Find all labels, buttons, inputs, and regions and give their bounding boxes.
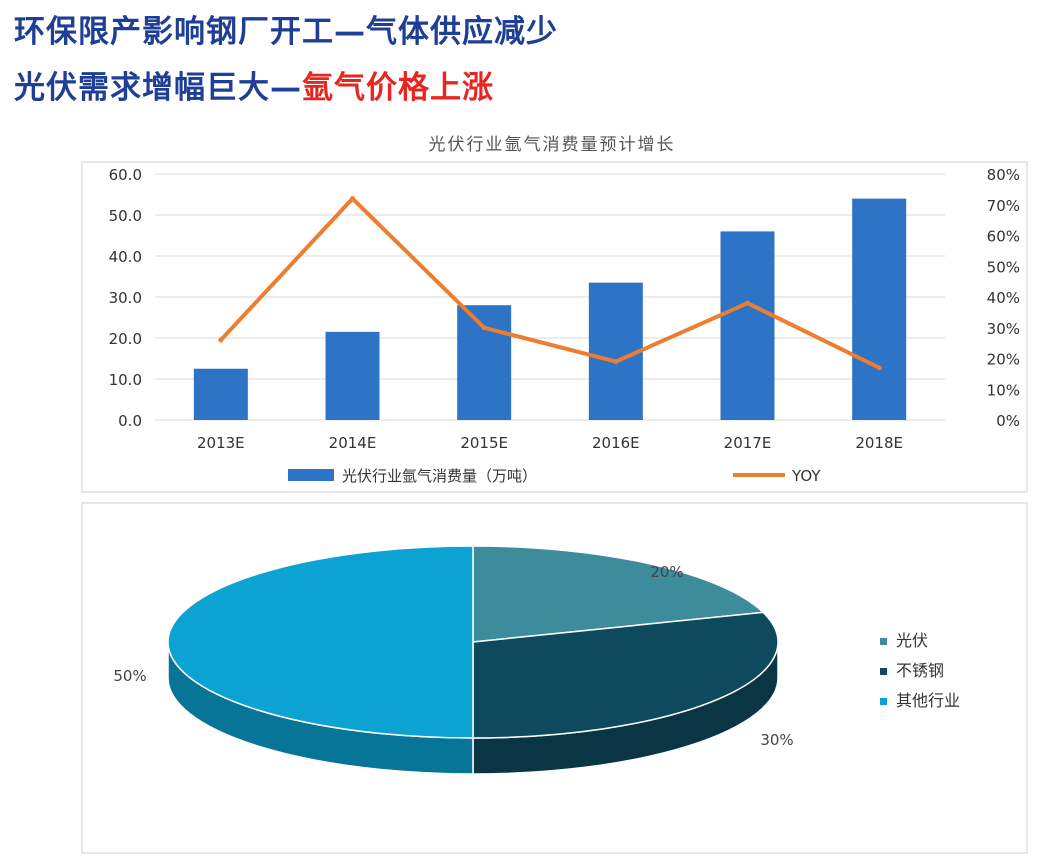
- y-right-tick-label: 50%: [987, 258, 1020, 276]
- legend-line-label: YOY: [791, 467, 821, 485]
- y-right-tick-label: 30%: [987, 320, 1020, 338]
- y-left-tick-label: 30.0: [109, 289, 142, 307]
- x-tick-label: 2015E: [460, 434, 508, 452]
- x-tick-label: 2014E: [329, 434, 377, 452]
- bar: [588, 282, 643, 420]
- pie-legend-swatch: [880, 638, 887, 645]
- yoy-point: [613, 359, 619, 365]
- gridlines: [155, 173, 945, 421]
- x-tick-label: 2013E: [197, 434, 245, 452]
- bar: [720, 231, 775, 420]
- yoy-point: [745, 300, 750, 306]
- headline-line-1: 环保限产影响钢厂开工—气体供应减少: [14, 6, 558, 51]
- yoy-point: [876, 365, 882, 371]
- x-tick-label: 2018E: [855, 434, 903, 452]
- pie-legend-swatch: [880, 668, 887, 675]
- yoy-point: [350, 196, 355, 202]
- y-right-tick-label: 20%: [987, 351, 1020, 369]
- y-left-tick-label: 40.0: [109, 248, 142, 266]
- legend-bar-label: 光伏行业氩气消费量（万吨）: [342, 467, 537, 485]
- pie-slice: [472, 611, 779, 739]
- y-left-tick-label: 50.0: [109, 207, 142, 225]
- pie-slice-label: 50%: [113, 667, 146, 685]
- y-right-tick-label: 10%: [987, 381, 1020, 399]
- y-right-tick-label: 60%: [987, 228, 1020, 246]
- yoy-point: [218, 337, 224, 343]
- legend-bar-swatch: [288, 469, 334, 481]
- pie-slice-label: 30%: [760, 731, 793, 749]
- chart-title: 光伏行业氩气消费量预计增长: [429, 135, 676, 155]
- pie-slice: [167, 545, 474, 739]
- bar: [193, 368, 248, 420]
- y-left-tick-label: 10.0: [109, 371, 142, 389]
- y-left-tick-label: 60.0: [109, 166, 142, 184]
- pie-slice: [472, 545, 765, 643]
- pie-legend-swatch: [880, 698, 887, 705]
- y-right-tick-label: 0%: [996, 412, 1020, 430]
- x-tick-label: 2016E: [592, 434, 640, 452]
- bar: [457, 305, 512, 420]
- combo-chart: 光伏行业氩气消费量预计增长 0.0 10.0 20.0 30.0 40.0 50.0 60.0…: [81, 135, 1028, 493]
- headline-line-1-text: 环保限产影响钢厂开工—气体供应减少: [14, 14, 558, 50]
- bar: [325, 331, 380, 420]
- pie-legend-label: 不锈钢: [896, 661, 944, 680]
- x-tick-label: 2017E: [724, 434, 772, 452]
- headline-line-2: 光伏需求增幅巨大—氩气价格上涨: [14, 62, 494, 107]
- yoy-line: [219, 196, 881, 370]
- pie-legend-label: 其他行业: [896, 691, 960, 710]
- headline-line-2-highlight: 氩气价格上涨: [302, 70, 494, 106]
- pie-legend-label: 光伏: [896, 631, 928, 650]
- y-right-tick-label: 40%: [987, 289, 1020, 307]
- y-left-tick-label: 20.0: [109, 330, 142, 348]
- bar: [852, 198, 907, 420]
- pie-slice-label: 20%: [650, 563, 683, 581]
- y-left-tick-label: 0.0: [118, 412, 142, 430]
- headline-line-2-prefix: 光伏需求增幅巨大—: [14, 70, 302, 106]
- yoy-point: [481, 325, 487, 331]
- y-right-tick-label: 80%: [987, 166, 1020, 184]
- y-right-tick-label: 70%: [987, 197, 1020, 215]
